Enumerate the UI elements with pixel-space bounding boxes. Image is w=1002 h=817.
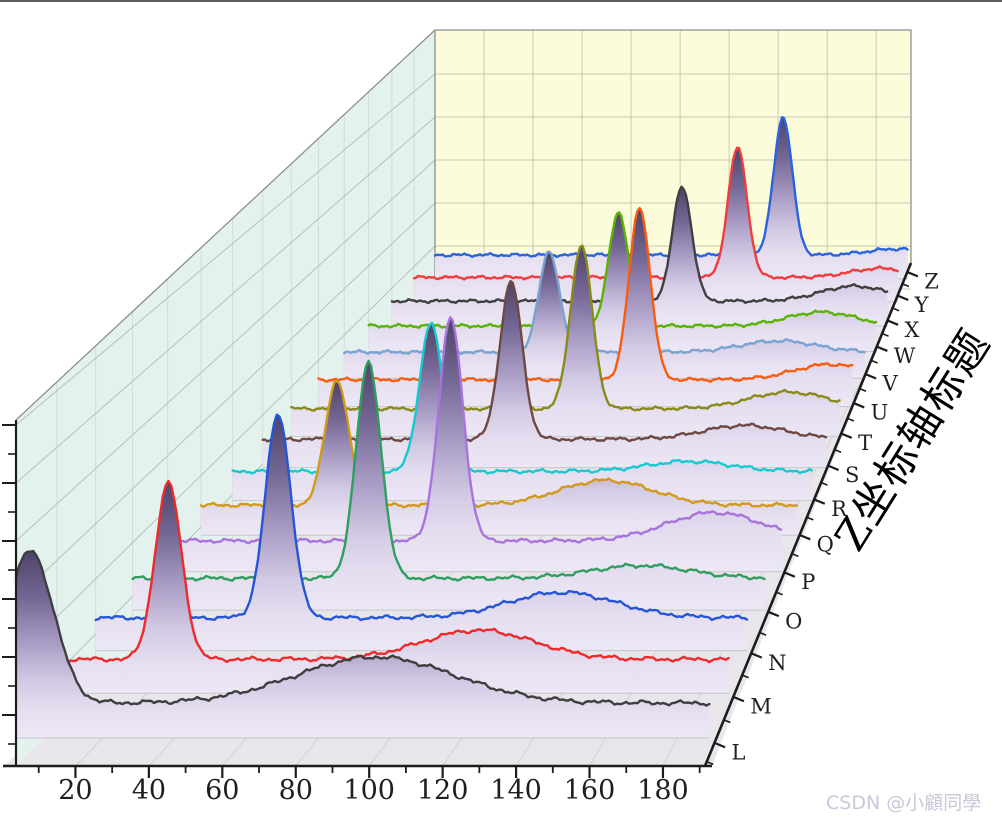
depth-major-tick: [827, 464, 840, 472]
depth-label-T: T: [858, 431, 872, 455]
series-T-curve: [290, 244, 841, 413]
depth-minor-tick: [870, 359, 878, 364]
depth-label-O: O: [785, 609, 802, 633]
x-tick-label: 20: [58, 775, 92, 806]
depth-minor-tick: [820, 481, 828, 486]
depth-label-X: X: [904, 318, 919, 342]
depth-major-tick: [714, 741, 726, 749]
series-N-curve: [94, 413, 749, 622]
series-N-fill: [95, 414, 748, 651]
depth-label-Q: Q: [817, 532, 834, 556]
depth-label-Y: Y: [914, 293, 930, 317]
depth-minor-tick: [881, 332, 889, 337]
depth-major-tick: [840, 432, 853, 439]
depth-minor-tick: [759, 631, 767, 636]
depth-label-W: W: [894, 344, 916, 368]
series-X-fill: [391, 186, 888, 327]
depth-minor-tick: [834, 448, 842, 453]
x-tick-label: 160: [564, 775, 616, 806]
series-P-fill: [167, 317, 782, 572]
depth-label-V: V: [881, 372, 898, 396]
left-wall-face: [16, 30, 435, 766]
depth-label-Z: Z: [924, 270, 939, 294]
depth-label-U: U: [871, 401, 889, 425]
x-tick-label: 60: [205, 775, 239, 806]
series-group: [14, 116, 909, 739]
series-L-curve: [14, 549, 711, 707]
z-axis: [2, 420, 18, 766]
depth-major-tick: [783, 571, 796, 578]
depth-major-tick: [865, 373, 877, 380]
depth-minor-tick: [775, 591, 783, 596]
depth-major-tick: [732, 695, 745, 703]
depth-major-tick: [767, 610, 780, 618]
depth-label-N: N: [768, 651, 786, 675]
x-tick-label: 100: [343, 775, 395, 806]
left-wall-z-grid: [15, 202, 436, 600]
series-M-fill: [56, 481, 730, 694]
watermark: CSDN @小顧同學: [826, 792, 982, 814]
depth-major-tick: [887, 319, 899, 326]
x-tick-label: 40: [132, 775, 166, 806]
left-wall-z-grid: [15, 116, 436, 484]
depth-minor-tick: [902, 283, 910, 288]
x-tick-label: 180: [637, 775, 689, 806]
left-wall-z-grid: [15, 245, 436, 658]
series-L-fill: [16, 551, 710, 738]
series-Y-curve: [412, 146, 899, 281]
depth-label-S: S: [845, 463, 859, 487]
depth-major-tick: [799, 533, 811, 541]
depth-minor-tick: [723, 719, 731, 724]
depth-minor-tick: [859, 387, 867, 392]
left-wall-z-grid: [15, 73, 436, 426]
depth-minor-tick: [791, 552, 799, 558]
window-top-border: [0, 0, 1002, 2]
depth-major-tick: [813, 498, 826, 505]
series-M-curve: [55, 479, 730, 664]
depth-major-tick: [897, 294, 909, 302]
depth-major-tick: [906, 271, 919, 278]
x-tick-label: 140: [490, 775, 542, 806]
depth-minor-tick: [806, 516, 814, 521]
depth-minor-tick: [892, 307, 900, 312]
depth-minor-tick: [741, 674, 750, 679]
x-tick-label: 120: [417, 775, 469, 806]
series-Q-curve: [199, 379, 798, 509]
depth-major-tick: [876, 345, 888, 352]
depth-label-P: P: [801, 570, 815, 594]
depth-major-tick: [853, 402, 865, 409]
series-O-fill: [132, 360, 766, 611]
depth-axis-line: [703, 262, 913, 767]
depth-label-R: R: [831, 497, 848, 521]
series-W-fill: [368, 212, 877, 352]
depth-label-M: M: [750, 694, 772, 718]
x-tick-label: 80: [279, 775, 313, 806]
wall-top-edge: [15, 29, 912, 421]
depth-major-tick: [750, 652, 763, 659]
depth-minor-tick: [706, 760, 714, 766]
series-S-fill: [262, 281, 827, 468]
depth-minor-tick: [847, 417, 855, 422]
series-O-curve: [131, 359, 766, 582]
depth-label-L: L: [731, 740, 745, 764]
x-axis: 20 40 60 80 100 120 140 160 180: [3, 764, 712, 806]
left-wall-z-grid: [15, 159, 436, 542]
